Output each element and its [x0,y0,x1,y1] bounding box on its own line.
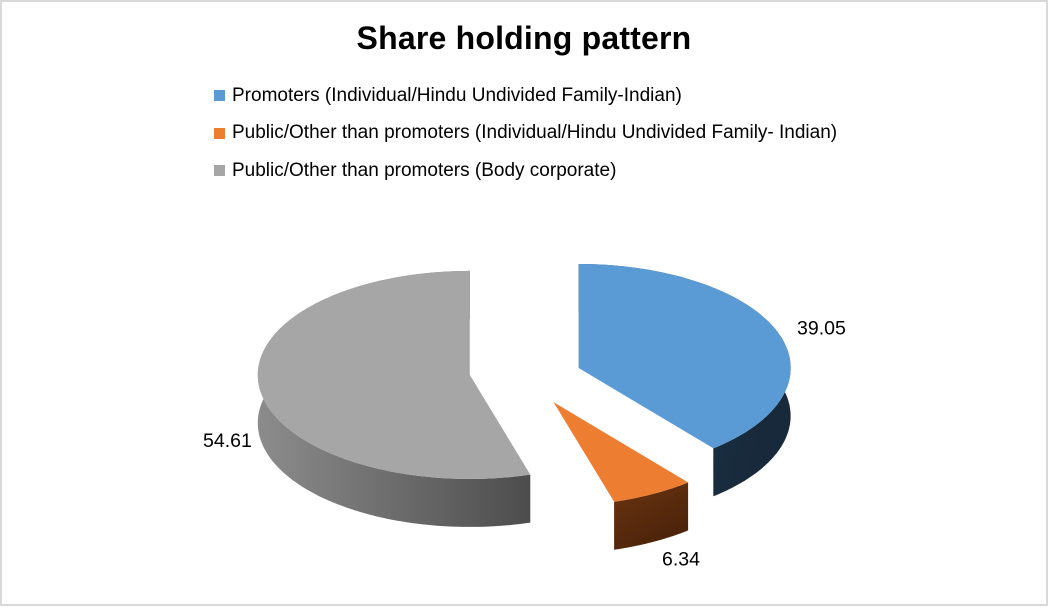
svg-text:54.61: 54.61 [203,430,252,452]
svg-text:39.05: 39.05 [797,318,846,340]
svg-text:6.34: 6.34 [662,549,700,571]
